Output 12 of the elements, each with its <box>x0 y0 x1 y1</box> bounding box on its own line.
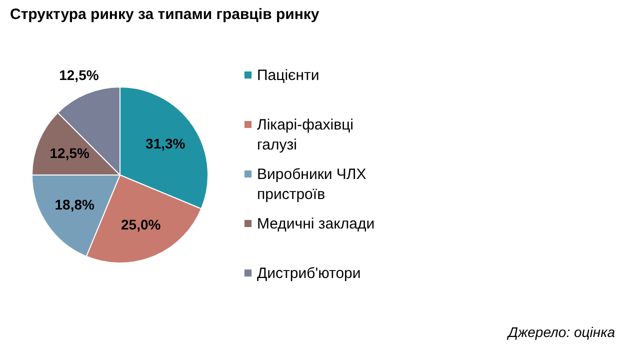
text: Джерело: оцінка <box>506 324 616 340</box>
data-label: 12,5% <box>59 66 100 83</box>
data-label: 12,5% <box>50 145 90 162</box>
data-label: 18,8% <box>54 196 96 212</box>
data-label: 31,3% <box>146 136 186 152</box>
legend-label: Медичні заклади <box>257 216 375 232</box>
legend-label: Пацієнти <box>257 67 320 84</box>
chart-title: Структура ринку за типами гравців ринку <box>10 6 320 23</box>
legend-label: Дистриб'ютори <box>257 265 361 282</box>
legend-label: Виробники ЧЛХ пристроїв <box>257 166 366 203</box>
legend-label: Лікарі-фахівці галузі <box>257 116 354 154</box>
data-label: 25,0% <box>121 216 162 232</box>
